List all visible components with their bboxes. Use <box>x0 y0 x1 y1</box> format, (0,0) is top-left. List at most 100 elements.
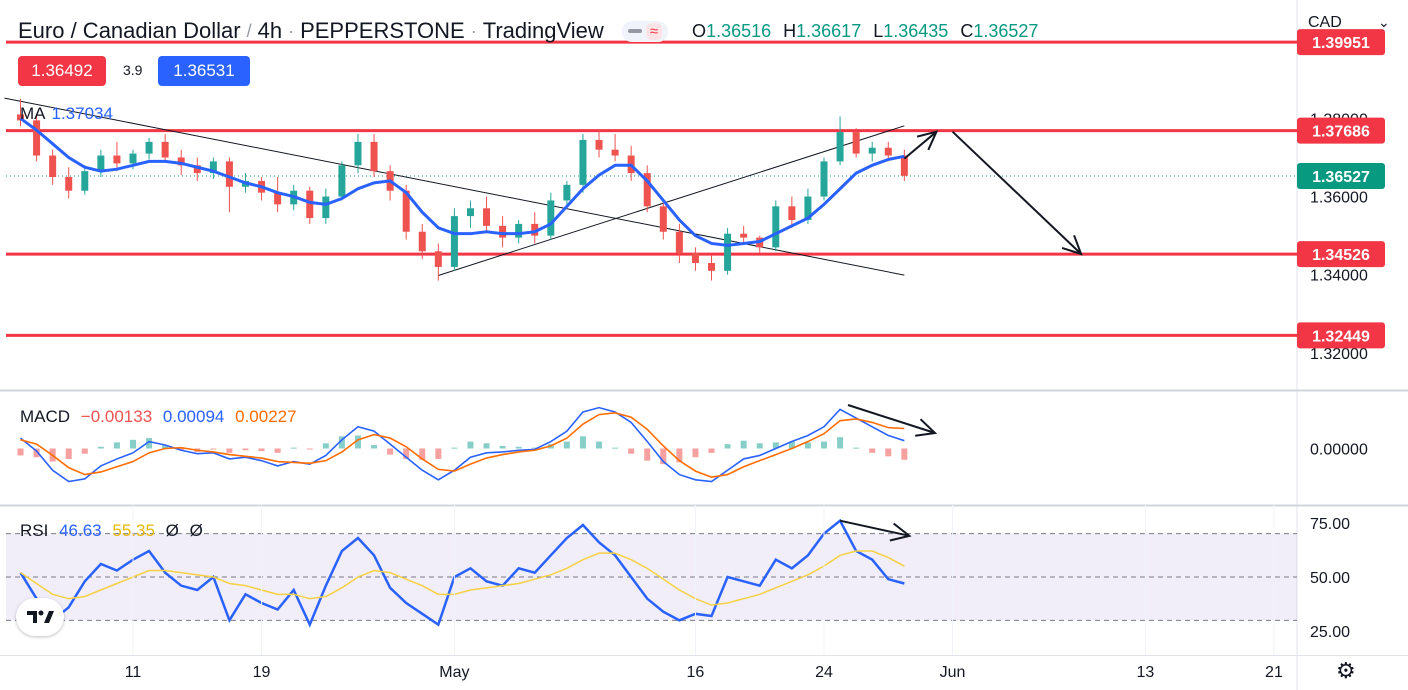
ma-legend-name: MA <box>20 104 46 123</box>
macd-histogram-bar <box>821 441 827 449</box>
price-axis-tick-label: 1.32000 <box>1310 346 1368 363</box>
macd-histogram-bar <box>756 443 763 449</box>
timeframe-label[interactable]: 4h <box>257 18 283 43</box>
candle-body <box>97 155 105 172</box>
wave-icon: ≈ <box>645 22 663 40</box>
candle-body <box>515 223 523 238</box>
candle-body <box>225 161 233 187</box>
candle-body <box>852 132 860 154</box>
macd-legend[interactable]: MACD −0.00133 0.00094 0.00227 <box>20 407 297 427</box>
rsi-legend[interactable]: RSI 46.63 55.35 Ø Ø <box>20 521 203 541</box>
time-axis-tick-label: Jun <box>940 664 966 681</box>
macd-histogram-bar <box>435 448 442 459</box>
time-axis-tick-label: 24 <box>815 664 833 681</box>
macd-histogram-value: −0.00133 <box>80 407 153 426</box>
moving-average-line <box>19 117 905 247</box>
macd-histogram-bar <box>644 448 651 461</box>
macd-axis-tick-label: 0.00000 <box>1310 442 1368 459</box>
tradingview-logo-icon <box>27 610 54 623</box>
macd-histogram-bar <box>467 441 474 449</box>
candle-body <box>547 200 555 236</box>
macd-histogram-bar <box>708 448 715 453</box>
macd-histogram-bar <box>596 441 603 449</box>
macd-histogram-bar <box>772 442 779 449</box>
ma-legend[interactable]: MA 1.37034 <box>20 104 113 124</box>
rsi-axis-tick-label: 50.00 <box>1310 570 1350 587</box>
macd-histogram-bar <box>322 443 329 449</box>
trendline <box>4 97 905 276</box>
macd-histogram-bar <box>65 448 72 459</box>
spread-value: 3.9 <box>123 62 143 78</box>
macd-legend-name: MACD <box>20 407 71 426</box>
rsi-legend-name: RSI <box>20 521 49 540</box>
last-price-label: 1.36527 <box>1312 169 1370 186</box>
rsi-extra-value: Ø <box>165 521 179 540</box>
price-axis-tick-label: 1.36000 <box>1310 190 1368 207</box>
macd-histogram-bar <box>290 447 297 449</box>
macd-histogram-bar <box>563 441 570 449</box>
currency-selector[interactable]: CAD <box>1308 14 1342 31</box>
level-price-label-bg <box>1297 29 1385 56</box>
macd-histogram-bar <box>113 442 120 449</box>
candle-body <box>595 139 603 150</box>
separator-dot: · <box>288 20 295 41</box>
macd-histogram-bar <box>178 448 185 451</box>
ohlc-label: L <box>873 20 884 41</box>
macd-histogram-bar <box>579 436 586 449</box>
buy-price-button[interactable]: 1.36531 <box>158 56 250 86</box>
ohlc-value: 1.36516 <box>706 20 772 41</box>
ma-legend-value: 1.37034 <box>51 104 113 123</box>
level-price-label: 1.32449 <box>1312 328 1370 345</box>
candle-body <box>274 192 282 205</box>
candle-body <box>531 223 539 236</box>
chevron-down-icon[interactable]: ⌄ <box>1378 14 1390 30</box>
macd-histogram-bar <box>242 448 249 451</box>
ohlc-readout: O1.36516 H1.36617 L1.36435 C1.36527 <box>692 21 1050 42</box>
sell-price-button[interactable]: 1.36492 <box>18 56 106 86</box>
macd-divergence-arrow-head <box>915 418 938 437</box>
last-price-label-bg <box>1297 162 1385 189</box>
macd-histogram-bar <box>274 448 281 453</box>
macd-histogram-bar <box>33 448 40 458</box>
time-axis-tick-label: 13 <box>1136 664 1154 681</box>
macd-histogram-bar <box>804 442 811 449</box>
candle-body <box>354 141 362 166</box>
candle-body <box>370 141 378 172</box>
candle-body <box>868 147 876 154</box>
visibility-toggle[interactable]: ≈ <box>621 20 669 42</box>
macd-histogram-bar <box>403 448 410 459</box>
macd-line <box>20 406 905 483</box>
tradingview-logo-icon[interactable] <box>16 598 64 636</box>
candle-body <box>450 216 458 267</box>
level-price-label: 1.39951 <box>1312 35 1370 52</box>
macd-histogram-bar <box>354 435 361 449</box>
projection-arrow-head <box>916 130 939 151</box>
gear-icon[interactable]: ⚙ <box>1336 658 1356 683</box>
macd-histogram-bar <box>130 439 136 449</box>
candle-body <box>836 132 844 162</box>
macd-histogram-bar <box>483 443 490 449</box>
rsi-divergence-arrow <box>839 519 910 537</box>
macd-histogram-bar <box>837 437 844 449</box>
macd-histogram-bar <box>660 448 667 465</box>
time-axis-tick-label: 19 <box>253 664 271 681</box>
macd-histogram-bar <box>146 438 153 449</box>
candle-body <box>804 196 812 221</box>
rsi-value: 46.63 <box>59 521 102 540</box>
level-price-label: 1.37686 <box>1312 124 1370 141</box>
candle-body <box>675 231 683 254</box>
macd-histogram-bar <box>210 448 217 450</box>
macd-histogram-bar <box>226 448 233 453</box>
candle-body <box>161 141 169 158</box>
separator-dot: / <box>246 20 252 41</box>
symbol-name[interactable]: Euro / Canadian Dollar <box>18 18 241 43</box>
macd-histogram-bar <box>853 447 860 449</box>
candle-body <box>788 206 796 221</box>
eye-icon <box>627 29 642 33</box>
macd-histogram-bar <box>387 448 394 455</box>
candle-body <box>418 231 426 252</box>
separator-dot: · <box>470 20 477 41</box>
broker-label: PEPPERSTONE <box>300 18 465 43</box>
time-axis-tick-label: 16 <box>687 664 705 681</box>
